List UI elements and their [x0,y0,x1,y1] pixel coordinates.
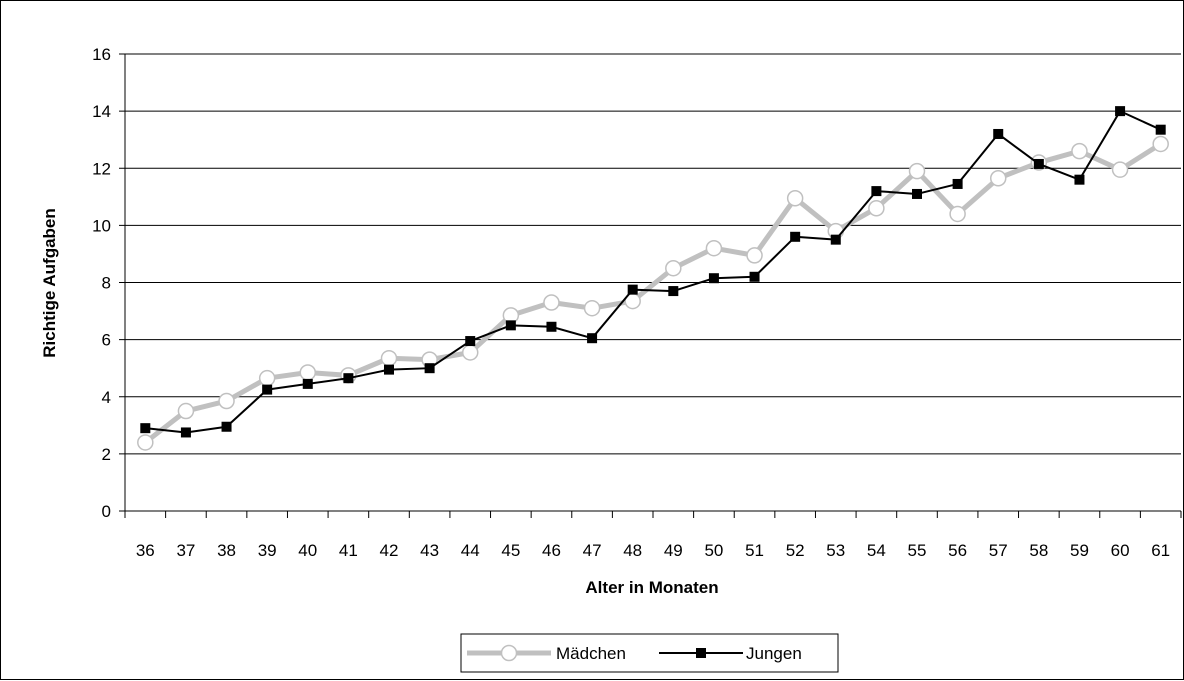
data-point [465,336,476,347]
y-tick-label: 16 [92,45,111,64]
legend-marker-square [696,648,706,658]
data-point [949,205,966,223]
data-point [668,286,679,297]
data-point [543,294,560,311]
y-tick-label: 0 [102,502,111,521]
data-point [587,333,598,344]
x-tick-label: 49 [664,541,683,560]
data-point [627,284,638,295]
data-point [1071,142,1088,160]
x-tick-label: 61 [1151,541,1170,560]
x-axis-label: Alter in Monaten [585,578,718,597]
data-point [221,421,232,432]
data-point [137,434,154,451]
x-tick-label: 58 [1029,541,1048,560]
x-tick-label: 42 [380,541,399,560]
x-tick-label: 51 [745,541,764,560]
data-point [583,299,601,317]
x-tick-labels: 36 37 38 39 40 41 42 43 44 45 46 47 48 49 50 51 52 53 54 55… [136,541,1170,560]
x-tick-label: 43 [420,541,439,560]
data-point [299,364,317,381]
gridlines [125,53,1181,455]
data-point [262,384,273,395]
data-point [989,169,1007,187]
data-point [993,128,1004,139]
series-line [145,110,1162,434]
data-point [177,402,195,420]
data-point [1074,174,1085,185]
legend-marker-circle [500,644,518,662]
data-point [461,344,479,361]
data-point [302,378,313,389]
x-tick-label: 52 [786,541,805,560]
data-point [343,373,354,384]
x-tick-label: 60 [1111,541,1130,560]
x-tick-label: 55 [908,541,927,560]
data-point [218,392,235,410]
data-point [1155,124,1166,135]
y-tick-label: 8 [102,274,111,293]
x-tick-label: 57 [989,541,1008,560]
data-point [380,349,398,367]
data-point [1033,158,1044,169]
series-Jungen [140,106,1166,438]
y-axis-label: Richtige Aufgaben [40,208,59,358]
data-point [868,199,885,217]
data-point [258,369,276,387]
series-Mädchen [137,135,1169,451]
data-point [180,427,191,438]
data-point [908,162,926,180]
x-tick-label: 54 [867,541,886,560]
x-tick-label: 53 [826,541,845,560]
y-tick-labels: 0 2 4 6 8 10 12 14 16 [92,45,111,521]
y-tick-label: 6 [102,331,111,350]
data-point [546,321,557,332]
y-tick-label: 12 [92,159,111,178]
legend: Mädchen Jungen [460,633,839,673]
y-tick-label: 2 [102,445,111,464]
data-point [384,364,394,375]
x-tick-label: 59 [1070,541,1089,560]
y-tick-label: 10 [92,216,111,235]
series-line [143,141,1163,445]
data-point [705,239,723,257]
legend-label: Jungen [746,644,802,663]
data-point [505,320,516,331]
x-tick-label: 38 [217,541,236,560]
x-tick-label: 37 [176,541,195,560]
y-tick-label: 14 [92,102,111,121]
data-point [1152,135,1169,153]
x-tick-label: 56 [948,541,967,560]
data-point [1115,106,1126,117]
x-tick-label: 45 [501,541,520,560]
data-point [424,363,435,374]
x-tick-label: 48 [623,541,642,560]
x-tick-label: 39 [258,541,277,560]
data-point [912,188,922,199]
legend-label: Mädchen [556,644,626,663]
data-point [665,259,682,277]
series-layer [137,106,1169,451]
data-point [1111,161,1129,178]
data-point [871,186,882,197]
y-tick-label: 4 [102,388,111,407]
data-point [708,273,719,284]
x-tick-label: 50 [704,541,723,560]
x-tick-label: 47 [583,541,602,560]
data-point [749,271,760,282]
axes [119,53,1182,518]
data-point [140,423,151,434]
data-point [952,178,963,189]
data-point [790,231,801,242]
data-point [830,234,841,245]
data-point [786,189,804,207]
x-tick-label: 40 [298,541,317,560]
x-tick-label: 44 [461,541,480,560]
data-point [746,247,763,264]
x-tick-label: 41 [339,541,358,560]
x-tick-label: 46 [542,541,561,560]
x-tick-label: 36 [136,541,155,560]
